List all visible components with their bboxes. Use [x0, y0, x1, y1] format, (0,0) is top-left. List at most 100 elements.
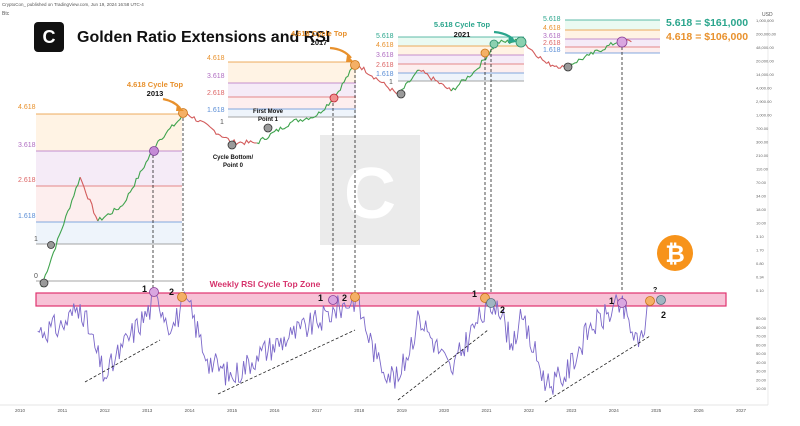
- price-tick-label: 10.00: [756, 221, 767, 226]
- pair-label: Btc: [2, 11, 10, 17]
- x-axis-ticks: 2010 2011 2012 2013 2014 2015 2016 2017 2018 2019…: [15, 408, 747, 413]
- x-tick-label: 2018: [354, 408, 365, 413]
- marker-2618-2017: [329, 93, 339, 103]
- price-segment: [291, 114, 318, 123]
- target-5618: 5.618 = $161,000: [666, 17, 748, 29]
- annotation-top2021-a: 5.618 Cycle Top: [434, 20, 491, 29]
- rsi-trendline: [84, 339, 161, 383]
- annotation-bottom-a: Cycle Bottom/: [213, 155, 254, 161]
- fib-label: 3.618: [18, 142, 36, 149]
- price-tick-label: 70.00: [756, 180, 767, 185]
- rsi-marker: [617, 298, 627, 308]
- price-tick-label: 14,000.00: [756, 72, 775, 77]
- price-tick-label: 2,900.00: [756, 99, 772, 104]
- price-segment: [79, 176, 99, 222]
- fib-band: [228, 83, 356, 97]
- price-tick-label: 20,000.00: [756, 59, 775, 64]
- marker-3618-2013: [149, 146, 159, 156]
- rsi-trendlines: [84, 329, 651, 403]
- rsi-marker-label: 2: [169, 287, 174, 297]
- logo-text: C: [43, 27, 56, 47]
- price-segment: [419, 69, 452, 92]
- rsi-trendline: [544, 335, 651, 403]
- fib-label: 3.618: [543, 33, 561, 40]
- price-annotations: 4.618 Cycle Top 2013 4.618 Cycle Top 201…: [127, 20, 517, 169]
- fib-label: 2.618: [18, 177, 36, 184]
- fib-band: [228, 109, 356, 117]
- watermark-text: C: [344, 154, 396, 234]
- rsi-marker: [350, 292, 360, 302]
- x-tick-label: 2021: [481, 408, 492, 413]
- price-tick-label: 48,000.00: [756, 45, 775, 50]
- fib-label: 4.618: [207, 55, 225, 62]
- x-tick-label: 2019: [397, 408, 408, 413]
- fib-band: [398, 37, 524, 46]
- fib-band: [398, 64, 524, 73]
- fib-band: [398, 55, 524, 64]
- annotation-top2021-b: 2021: [454, 30, 471, 39]
- fib-label: 5.618: [376, 33, 394, 40]
- rsi-tick-label: 70.00: [756, 334, 767, 339]
- price-tick-label: 1,000.00: [756, 113, 772, 118]
- x-tick-label: 2011: [58, 408, 68, 413]
- fib-label: 0: [34, 273, 38, 280]
- x-tick-label: 2016: [269, 408, 280, 413]
- marker-point1-2016: [263, 123, 273, 133]
- x-tick-label: 2017: [312, 408, 323, 413]
- x-tick-label: 2012: [100, 408, 111, 413]
- fib-label: 1.618: [207, 107, 225, 114]
- rsi-marker-label: 1: [142, 284, 147, 294]
- price-tick-label: 0.34: [756, 275, 765, 280]
- currency-label: USD: [762, 12, 773, 18]
- fib-label: 1.618: [376, 71, 394, 78]
- rsi-series: [37, 291, 650, 395]
- rsi-marker-label: 2: [661, 310, 666, 320]
- bitcoin-icon-glyph: ₿: [665, 241, 685, 268]
- price-segment: [97, 205, 123, 222]
- price-tick-label: 18.00: [756, 207, 767, 212]
- rsi-marker: [149, 287, 159, 297]
- marker-4618-2017: [350, 60, 360, 70]
- fib-label: 4.618: [376, 42, 394, 49]
- annotation-top2017-a: 4.618 Cycle Top: [291, 29, 348, 38]
- annotation-bottom-b: Point 0: [223, 163, 244, 169]
- fib-band: [398, 73, 524, 81]
- rsi-marker-label: 1: [472, 289, 477, 299]
- price-tick-label: 1,000,000: [756, 18, 775, 23]
- marker-point0-2015: [227, 140, 237, 150]
- rsi-tick-label: 90.00: [756, 316, 767, 321]
- price-segment: [40, 177, 81, 287]
- fib-band: [565, 20, 660, 30]
- rsi-top-zone: [35, 292, 727, 307]
- fib-band: [228, 62, 356, 83]
- fib-band: [565, 47, 660, 53]
- arrowhead-2013: [176, 104, 184, 111]
- target-4618: 4.618 = $106,000: [666, 31, 748, 43]
- price-markers: [39, 36, 628, 288]
- fib-label: 1: [389, 79, 393, 86]
- rsi-tick-label: 30.00: [756, 369, 767, 374]
- price-segment: [355, 62, 399, 96]
- price-segment: [521, 40, 547, 64]
- fib-band: [36, 186, 182, 222]
- price-segment: [546, 61, 565, 69]
- fib-band: [565, 39, 660, 47]
- fib-band: [36, 151, 182, 186]
- price-segment: [450, 69, 477, 92]
- price-axis-ticks: 1,000,000 200,000,00 48,000.00 20,000.00 14,…: [756, 18, 777, 293]
- published-line: CryptoCon_ published on TradingView.com,…: [2, 2, 144, 7]
- rsi-marker-label: 2: [342, 293, 347, 303]
- price-segment: [588, 39, 622, 56]
- rsi-marker: [656, 295, 666, 305]
- fib-band: [565, 30, 660, 39]
- marker-point1-2011: [47, 241, 55, 249]
- rsi-tick-label: 10.00: [756, 386, 767, 391]
- price-tick-label: 4,000.00: [756, 86, 772, 91]
- rsi-tick-label: 60.00: [756, 342, 767, 347]
- rsi-axis-ticks: 90.00 80.00 70.00 60.00 50.00 40.00 30.00 20.00…: [756, 316, 767, 391]
- fib-label: 2.618: [543, 40, 561, 47]
- price-tick-label: 700.00: [756, 126, 769, 131]
- rsi-marker-label: 1: [609, 296, 614, 306]
- rsi-marker-label: 1: [318, 293, 323, 303]
- rsi-trendline: [397, 329, 489, 401]
